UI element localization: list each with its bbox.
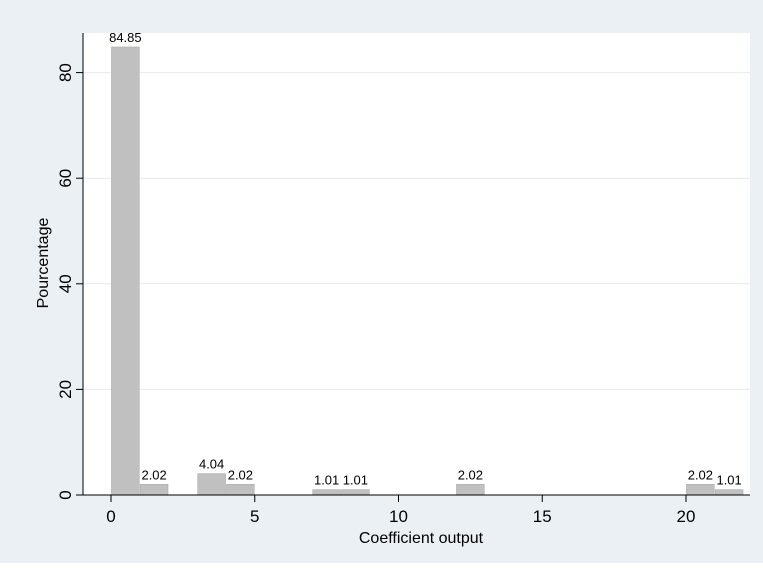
gridlines <box>83 72 750 390</box>
bar-value-label: 1.01 <box>314 473 339 488</box>
bar-value-label: 4.04 <box>199 457 224 472</box>
bar-value-label: 2.02 <box>228 467 253 482</box>
x-tick-label: 20 <box>677 507 696 526</box>
x-tick-label: 15 <box>533 507 552 526</box>
x-axis-ticks: 0 5 10 15 20 <box>106 495 695 526</box>
histogram-bar <box>686 484 715 496</box>
histogram-bar <box>341 489 370 496</box>
axes <box>82 33 750 496</box>
histogram-bar <box>139 484 169 496</box>
bar-value-label: 2.02 <box>688 467 713 482</box>
x-tick-label: 10 <box>389 507 408 526</box>
bar-value-label: 2.02 <box>458 467 483 482</box>
y-tick-label: 0 <box>56 490 75 499</box>
histogram-bar <box>226 484 255 496</box>
y-tick-label: 40 <box>56 274 75 293</box>
bar-value-label: 2.02 <box>141 467 166 482</box>
bar-value-labels: 84.852.024.042.02 1.01 1.01 2.02 2.02 1.01 <box>109 30 742 488</box>
y-tick-label: 60 <box>56 169 75 188</box>
histogram-bar <box>714 489 744 496</box>
y-axis-ticks: 0 20 40 60 80 <box>56 63 83 500</box>
histogram-bar <box>111 46 140 496</box>
bar-value-label: 84.85 <box>109 30 142 45</box>
histogram-bar <box>197 473 226 496</box>
plot-area <box>83 33 750 495</box>
y-tick-label: 20 <box>56 380 75 399</box>
y-axis-title: Pourcentage <box>35 218 52 309</box>
bar-value-label: 1.01 <box>343 473 368 488</box>
histogram-bar <box>456 484 485 496</box>
x-axis-title: Coefficient output <box>359 530 484 547</box>
y-tick-label: 80 <box>56 63 75 82</box>
histogram-bar <box>312 489 341 496</box>
x-tick-label: 0 <box>106 507 115 526</box>
bar-value-label: 1.01 <box>716 473 741 488</box>
x-tick-label: 5 <box>250 507 259 526</box>
